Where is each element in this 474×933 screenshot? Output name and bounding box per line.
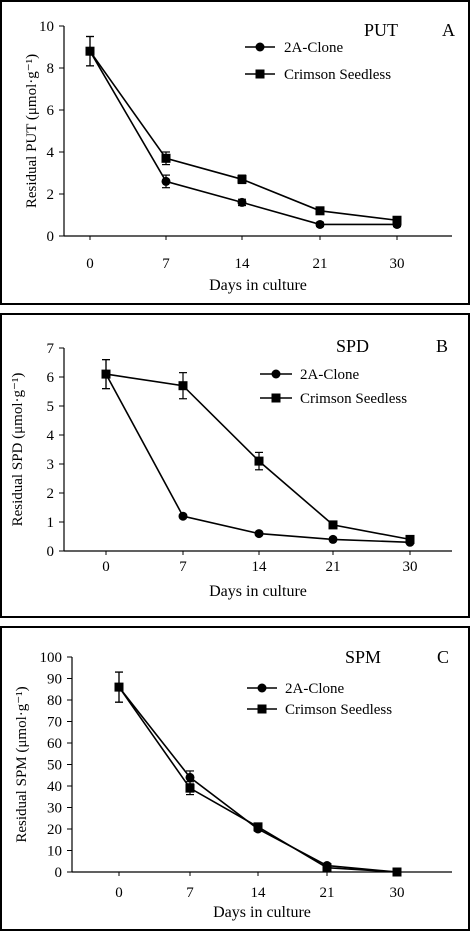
y-tick-label: 30 bbox=[47, 801, 62, 817]
legend-label: Crimson Seedless bbox=[300, 391, 407, 407]
y-tick-label: 2 bbox=[47, 187, 55, 203]
data-point-square bbox=[178, 381, 188, 391]
data-point-circle bbox=[315, 219, 325, 229]
y-tick-label: 4 bbox=[47, 145, 55, 161]
x-tick-label: 7 bbox=[162, 256, 170, 272]
y-tick-label: 90 bbox=[47, 672, 62, 688]
y-tick-label: 6 bbox=[47, 103, 55, 119]
legend-label: 2A-Clone bbox=[284, 40, 344, 56]
data-point-square bbox=[101, 369, 111, 379]
x-tick-label: 21 bbox=[313, 256, 328, 272]
x-tick-label: 0 bbox=[86, 256, 94, 272]
x-tick-label: 14 bbox=[251, 885, 267, 901]
x-tick-label: 7 bbox=[179, 559, 187, 575]
legend-label: Crimson Seedless bbox=[284, 67, 391, 83]
chart-title: SPM bbox=[345, 647, 381, 667]
y-tick-label: 10 bbox=[47, 844, 62, 860]
data-point-square bbox=[315, 206, 325, 216]
y-tick-label: 60 bbox=[47, 736, 62, 752]
x-tick-label: 0 bbox=[115, 885, 123, 901]
y-tick-label: 2 bbox=[47, 486, 55, 502]
panel-label: A bbox=[442, 20, 455, 40]
chart-title: PUT bbox=[364, 20, 398, 40]
y-tick-label: 3 bbox=[47, 457, 55, 473]
y-tick-label: 0 bbox=[47, 544, 55, 560]
chart-panel-b: 0 1 2 3 4 5 6 7 0 7 14 21 30 Days in culture Residual … bbox=[0, 313, 470, 618]
data-point-square bbox=[253, 822, 263, 832]
y-tick-label: 8 bbox=[47, 61, 55, 77]
data-point-square bbox=[392, 867, 402, 877]
y-tick-label: 0 bbox=[47, 229, 55, 245]
x-tick-label: 14 bbox=[252, 559, 268, 575]
y-tick-label: 1 bbox=[47, 515, 55, 531]
y-tick-label: 40 bbox=[47, 779, 62, 795]
y-tick-label: 0 bbox=[55, 865, 63, 881]
legend-marker-circle bbox=[255, 42, 265, 52]
data-point-square bbox=[405, 534, 415, 544]
data-point-square bbox=[254, 456, 264, 466]
y-tick-label: 7 bbox=[47, 341, 55, 357]
data-point-circle bbox=[185, 772, 195, 782]
panel-label: C bbox=[437, 647, 449, 667]
legend-marker-square bbox=[257, 704, 267, 714]
y-tick-label: 100 bbox=[40, 650, 63, 666]
data-point-circle bbox=[328, 534, 338, 544]
chart-panel-a: 0 2 4 6 8 10 0 7 14 21 30 Days in culture Residual P… bbox=[0, 0, 470, 305]
y-axis-label: Residual SPM (μmol·g⁻¹) bbox=[14, 686, 30, 842]
y-tick-label: 5 bbox=[47, 399, 55, 415]
y-tick-label: 80 bbox=[47, 693, 62, 709]
y-axis-label: Residual SPD (μmol·g⁻¹) bbox=[10, 373, 26, 527]
data-point-square bbox=[328, 520, 338, 530]
chart-svg-a: 0 2 4 6 8 10 0 7 14 21 30 Days in culture Residual P… bbox=[24, 19, 455, 294]
y-tick-label: 20 bbox=[47, 822, 62, 838]
x-tick-label: 21 bbox=[326, 559, 341, 575]
x-tick-label: 21 bbox=[320, 885, 335, 901]
data-point-square bbox=[322, 863, 332, 873]
legend-label: Crimson Seedless bbox=[285, 702, 392, 718]
x-axis-label: Days in culture bbox=[209, 277, 307, 294]
legend-marker-circle bbox=[257, 683, 267, 693]
legend-marker-square bbox=[271, 393, 281, 403]
y-axis-label: Residual PUT (μmol·g⁻¹) bbox=[24, 54, 40, 208]
data-point-circle bbox=[161, 176, 171, 186]
chart-svg-b: 0 1 2 3 4 5 6 7 0 7 14 21 30 Days in culture Residual … bbox=[10, 336, 452, 600]
data-point-circle bbox=[178, 511, 188, 521]
data-point-square bbox=[185, 783, 195, 793]
chart-svg-c: 0 10 20 30 40 50 60 70 80 90 100 0 7 14 21 30 Days in cu… bbox=[14, 647, 452, 921]
data-point-square bbox=[161, 153, 171, 163]
chart-title: SPD bbox=[336, 336, 369, 356]
x-tick-label: 30 bbox=[403, 559, 418, 575]
panel-label: B bbox=[436, 336, 448, 356]
legend-marker-circle bbox=[271, 369, 281, 379]
legend-marker-square bbox=[255, 69, 265, 79]
x-tick-label: 7 bbox=[186, 885, 194, 901]
x-axis-label: Days in culture bbox=[209, 583, 307, 600]
data-point-square bbox=[237, 174, 247, 184]
data-point-square bbox=[114, 682, 124, 692]
data-point-circle bbox=[254, 529, 264, 539]
chart-panel-c: 0 10 20 30 40 50 60 70 80 90 100 0 7 14 21 30 Days in cu… bbox=[0, 626, 470, 931]
x-tick-label: 30 bbox=[390, 256, 405, 272]
legend-label: 2A-Clone bbox=[285, 681, 345, 697]
y-tick-label: 4 bbox=[47, 428, 55, 444]
x-tick-label: 14 bbox=[235, 256, 251, 272]
y-tick-label: 10 bbox=[39, 19, 54, 35]
legend-label: 2A-Clone bbox=[300, 367, 360, 383]
y-tick-label: 70 bbox=[47, 715, 62, 731]
data-point-circle bbox=[237, 197, 247, 207]
x-axis-label: Days in culture bbox=[213, 904, 311, 921]
data-point-square bbox=[85, 46, 95, 56]
x-tick-label: 30 bbox=[390, 885, 405, 901]
y-tick-label: 6 bbox=[47, 370, 55, 386]
y-tick-label: 50 bbox=[47, 758, 62, 774]
x-tick-label: 0 bbox=[102, 559, 110, 575]
data-point-square bbox=[392, 215, 402, 225]
